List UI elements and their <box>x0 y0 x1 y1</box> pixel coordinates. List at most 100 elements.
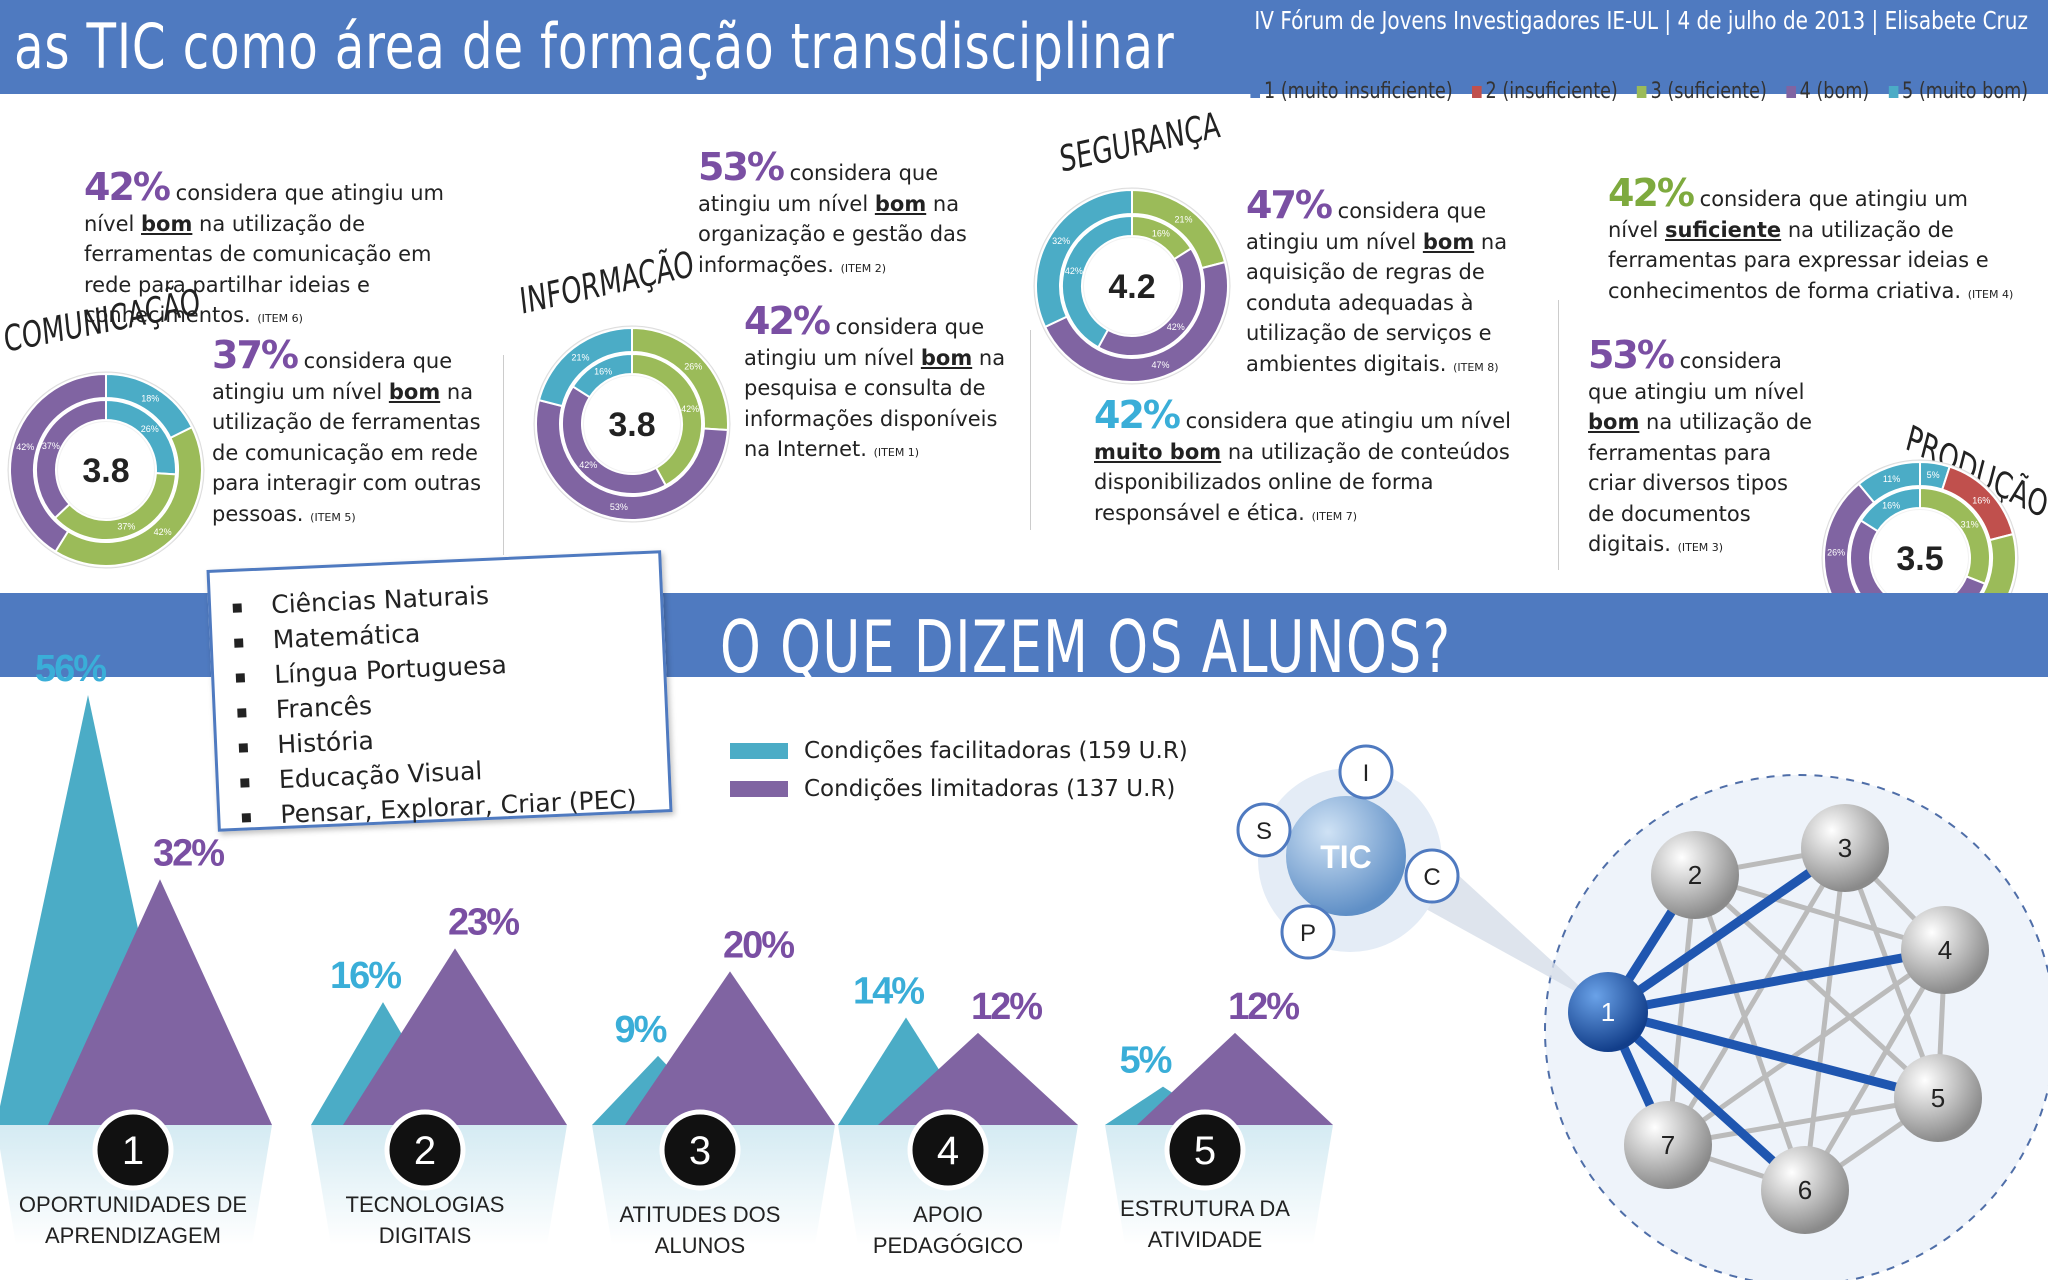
donut-segment-label: 32% <box>1052 236 1070 246</box>
donut-segment-label: 42% <box>154 527 172 537</box>
divider <box>503 355 504 555</box>
network-node <box>1894 1054 1982 1142</box>
network-edge-main <box>1606 1007 1940 1103</box>
legend-swatch <box>1888 85 1898 98</box>
network-node-label: 1 <box>1601 997 1615 1027</box>
network-node-label: 4 <box>1938 935 1952 965</box>
legend-swatch <box>1636 85 1647 98</box>
network-edge <box>1693 873 1940 1100</box>
donut-segment-label: 42% <box>681 404 699 414</box>
donut-segment-label: 18% <box>141 394 159 404</box>
network-node <box>1801 804 1889 892</box>
bar-label-limitadoras: 20% <box>723 924 794 966</box>
bar-limitadoras <box>1137 1032 1333 1125</box>
legend-label: 2 (insuficiente) <box>1485 79 1618 104</box>
legend-label: 4 (bom) <box>1799 79 1870 104</box>
statement-item-1: 42% considera que atingiu um nível bom n… <box>744 299 1006 461</box>
donut-segment-label: 5% <box>1927 470 1940 480</box>
donut-segment-label: 42% <box>1167 322 1185 332</box>
donut-center-value: 3.8 <box>608 406 655 444</box>
statement-item-7: 42% considera que atingiu um nível muito… <box>1094 393 1511 525</box>
statement-item-8: 47% considera que atingiu um nível bom n… <box>1246 183 1508 376</box>
donut-segment-label: 11% <box>1883 474 1900 484</box>
tic-satellite-label: C <box>1423 864 1440 891</box>
bar-label-facilitadoras: 56% <box>35 648 106 690</box>
condition-label: Condições limitadoras (137 U.R) <box>804 776 1176 802</box>
category-number: 3 <box>689 1129 711 1173</box>
donut-segment-label: 16% <box>594 366 612 376</box>
tic-node <box>1286 796 1406 916</box>
network-node <box>1651 831 1739 919</box>
network-node-label: 7 <box>1661 1130 1675 1160</box>
donut-segment-label: 21% <box>572 353 590 363</box>
network-node <box>1901 906 1989 994</box>
legend-swatch <box>1471 85 1482 98</box>
tic-label: TIC <box>1320 839 1372 875</box>
tic-satellite <box>1280 904 1336 960</box>
bar-label-facilitadoras: 5% <box>1120 1040 1172 1082</box>
header-bar <box>0 0 2048 94</box>
category-number: 4 <box>937 1129 959 1173</box>
donut-segment-label: 26% <box>141 424 159 434</box>
statement-pct: 42% <box>84 165 171 209</box>
donut-segment-label: 42% <box>16 442 34 452</box>
donut-center-value: 3.5 <box>1896 540 1943 578</box>
donut-segment <box>1061 214 1133 349</box>
legend-label: 1 (muito insuficiente) <box>1263 79 1453 104</box>
statement-item-4: 42% considera que atingiu um nível sufic… <box>1608 171 2014 303</box>
network-edge <box>1692 874 1808 1191</box>
bar-limitadoras <box>878 1032 1078 1125</box>
category-number-circle <box>1164 1109 1246 1191</box>
donut-segment-label: 21% <box>1174 215 1192 225</box>
network-edge <box>1665 874 1698 1146</box>
category-number: 2 <box>414 1129 436 1173</box>
donut-segment <box>535 398 729 521</box>
category-label: OPORTUNIDADES DE APRENDIZAGEM <box>19 1192 247 1248</box>
network-node-label: 5 <box>1931 1083 1945 1113</box>
bar-limitadoras <box>48 879 272 1125</box>
category-label: TECNOLOGIAS DIGITAIS <box>346 1192 505 1248</box>
legend-swatch <box>1250 85 1260 98</box>
bar-limitadoras <box>625 971 835 1125</box>
category-number-circle <box>659 1109 741 1191</box>
tic-satellite-label: S <box>1256 818 1272 845</box>
statement-item-6: 42% considera que atingiu um nível bom n… <box>84 165 444 327</box>
legend-swatch <box>1785 85 1796 98</box>
category-seguranca: SEGURANÇA <box>1057 105 1223 181</box>
bar-label-facilitadoras: 14% <box>853 971 924 1013</box>
tic-satellite-label: P <box>1300 920 1316 947</box>
donut-center-value: 4.2 <box>1108 268 1155 306</box>
bar-label-limitadoras: 23% <box>448 901 519 943</box>
condition-swatch <box>730 743 788 759</box>
donut-segment <box>1035 188 1133 329</box>
bar-label-limitadoras: 12% <box>1228 986 1299 1028</box>
donut-segment <box>571 352 633 399</box>
category-number-circle <box>92 1109 174 1191</box>
divider <box>1558 300 1559 570</box>
legend-item: 5 (muito bom) <box>1888 79 2028 104</box>
network-edge-main <box>1605 844 1848 1016</box>
category-number: 5 <box>1194 1129 1216 1173</box>
donut-informacao: 26% 53% 21% 42% 42% 16% 3.8 <box>533 325 731 523</box>
network-node <box>1568 972 1648 1052</box>
donut-segment-label: 26% <box>1827 548 1845 558</box>
donut-segment-label: 16% <box>1972 495 1990 505</box>
category-number-circle <box>384 1109 466 1191</box>
donut-segment <box>1857 460 1921 504</box>
tic-satellite <box>1236 802 1292 858</box>
donut-segment-label: 47% <box>1151 360 1169 370</box>
category-number-circle <box>907 1109 989 1191</box>
donut-comunicacao: 18% 42% 42% 26% 37% 37% 3.8 <box>7 371 205 569</box>
network-edge-main <box>1604 1008 1809 1194</box>
donut-segment-label: 26% <box>684 361 702 371</box>
category-label: ESTRUTURA DA ATIVIDADE <box>1120 1196 1290 1252</box>
network-node-label: 6 <box>1798 1175 1812 1205</box>
bar-label-facilitadoras: 9% <box>615 1009 667 1051</box>
network-node <box>1624 1101 1712 1189</box>
forum-info: IV Fórum de Jovens Investigadores IE-UL … <box>1254 6 2028 35</box>
donut-center-value: 3.8 <box>82 452 129 490</box>
section-title: O QUE DIZEM OS ALUNOS? <box>720 605 1452 689</box>
donut-segment-label: 37% <box>117 521 135 531</box>
network-edge-main <box>1607 945 1946 1017</box>
